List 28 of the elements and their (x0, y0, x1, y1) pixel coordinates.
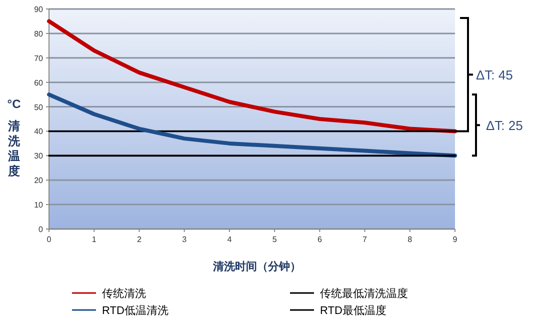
y-tick-label: 40 (34, 127, 44, 136)
text: ΔT: 25 (486, 118, 523, 134)
y-tick-label: 90 (34, 5, 44, 14)
y-axis-title: °C 清洗温度 (7, 97, 22, 178)
x-tick-label: 2 (136, 235, 142, 244)
legend-label: RTD最低温度 (320, 304, 386, 317)
legend-label: 传统清洗 (102, 287, 146, 300)
y-tick-label: 30 (34, 152, 44, 161)
legend-label: RTD低温清洗 (102, 304, 168, 317)
x-tick-label: 7 (362, 235, 368, 244)
x-tick-label: 4 (227, 235, 232, 244)
x-tick-label: 6 (317, 235, 322, 244)
x-tick-label: 8 (408, 235, 413, 244)
text: ΔT: 45 (476, 68, 513, 83)
y-tick-label: 80 (34, 29, 44, 38)
y-tick-label: 50 (34, 102, 44, 112)
y-tick-label: 20 (34, 176, 44, 186)
x-tick-label: 1 (92, 235, 97, 244)
y-tick-label: 60 (34, 78, 44, 88)
x-tick-label: 9 (452, 235, 458, 244)
y-tick-label: 70 (34, 54, 44, 63)
y-tick-label: 10 (34, 200, 44, 210)
y-tick-label: 0 (38, 225, 44, 234)
legend-label: 传统最低清洗温度 (320, 287, 408, 300)
x-tick-label: 5 (272, 235, 278, 244)
x-tick-label: 0 (46, 235, 52, 244)
x-tick-label: 3 (182, 235, 188, 244)
x-axis-title: 清洗时间（分钟） (212, 260, 301, 273)
